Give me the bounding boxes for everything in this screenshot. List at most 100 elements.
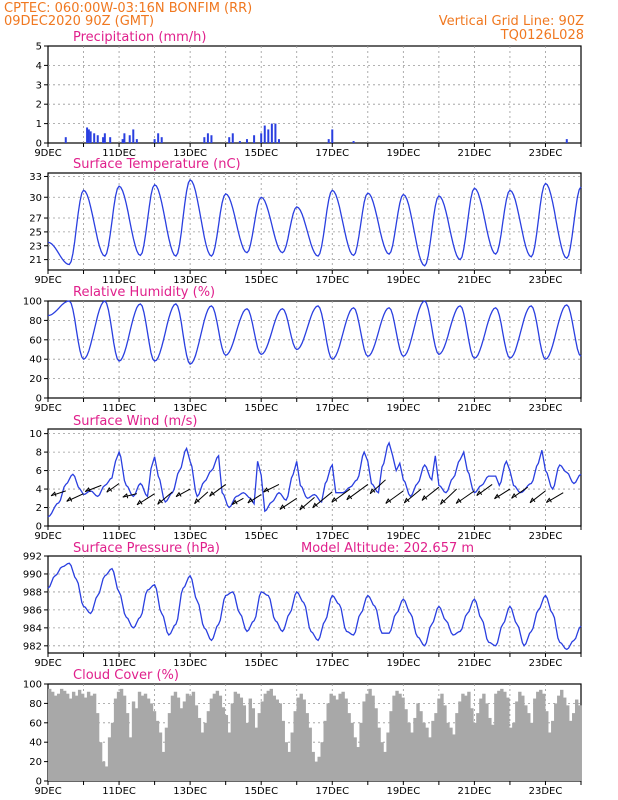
temp-frame — [47, 172, 582, 271]
wind-arrowhead — [455, 498, 462, 504]
cloud-bar — [440, 693, 444, 781]
precip-bar — [121, 139, 124, 143]
cloud-bar — [407, 722, 411, 781]
cloud-bar — [491, 724, 495, 781]
precip-bar — [160, 137, 163, 143]
cloud-bar — [251, 708, 256, 781]
precip-bar — [565, 139, 568, 143]
cloud-bar — [149, 703, 154, 781]
cloud-bar — [290, 732, 294, 781]
cloud-ytick-label: 20 — [29, 757, 42, 768]
temp-xtick-label: 19DEC — [386, 275, 420, 286]
cloud-bar — [455, 713, 459, 781]
cloud-bar — [227, 732, 232, 781]
cloud-bar — [56, 693, 61, 781]
wind-arrowhead — [106, 486, 113, 493]
cloud-bar — [146, 698, 151, 781]
cloud-bar — [497, 690, 501, 781]
cloud-bar — [326, 703, 330, 781]
humidity-ytick-label: 80 — [29, 316, 42, 327]
wind-ytick-label: 0 — [36, 522, 42, 533]
wind-arrow — [136, 493, 155, 506]
cloud-bar — [245, 722, 250, 781]
wind-arrow — [231, 497, 244, 506]
cloud-ytick-label: 60 — [29, 718, 42, 729]
precip-bar — [245, 139, 248, 143]
wind-arrow — [175, 488, 191, 498]
cloud-bar — [50, 691, 55, 781]
wind-arrow — [209, 484, 226, 497]
wind-ytick-label: 2 — [36, 503, 42, 514]
wind-xtick-label: 23DEC — [529, 531, 563, 542]
wind-arrowhead — [545, 497, 552, 503]
cloud-bar — [410, 732, 414, 781]
cloud-bar — [185, 693, 190, 781]
cloud-bar — [389, 711, 393, 781]
cloud-bar — [551, 720, 555, 781]
humidity-xtick-label: 11DEC — [102, 403, 136, 414]
cloud-bar — [269, 688, 273, 781]
cloud-bar — [560, 689, 564, 781]
cloud-bar — [224, 715, 229, 781]
header-code: TQ0126L028 — [500, 28, 584, 43]
cloud-bar — [248, 698, 253, 781]
precip-frame — [47, 45, 582, 144]
precip-xtick-label: 13DEC — [173, 148, 207, 159]
cloud-bar — [419, 711, 423, 781]
cloud-bar — [119, 688, 124, 781]
cloud-bar — [137, 691, 142, 781]
pressure-ytick-label: 988 — [23, 587, 42, 598]
precip-xtick-label: 15DEC — [244, 148, 278, 159]
precip-bar — [89, 131, 92, 143]
cloud-bar — [464, 695, 468, 781]
wind-arrow — [440, 488, 457, 505]
cloud-bar — [470, 708, 474, 781]
cloud-bar — [374, 708, 378, 781]
pressure-frame — [47, 555, 582, 654]
cloud-bar — [467, 691, 471, 781]
wind-ytick-label: 8 — [36, 448, 42, 459]
temp-ytick-label: 21 — [29, 255, 42, 266]
cloud-bar — [284, 742, 288, 781]
cloud-bar — [89, 695, 94, 781]
wind-arrow — [494, 488, 511, 500]
humidity-xtick-label: 15DEC — [244, 403, 278, 414]
cloud-bar — [272, 695, 276, 781]
cloud-bar — [197, 717, 202, 781]
cloud-bar — [416, 703, 420, 781]
header-date: 09DEC2020 90Z (GMT) — [4, 14, 154, 29]
cloud-ytick-label: 100 — [23, 680, 42, 691]
cloud-ytick-label: 80 — [29, 699, 42, 710]
cloud-bar — [320, 742, 324, 781]
cloud-bar — [500, 688, 504, 781]
cloud-bar — [329, 693, 333, 781]
wind-arrowhead — [421, 495, 428, 501]
wind-arrow — [385, 490, 404, 504]
precip-ytick-label: 4 — [36, 61, 42, 72]
precip-bar — [238, 141, 241, 143]
cloud-bar — [65, 693, 70, 781]
precip-bar — [128, 135, 131, 143]
cloud-xtick-label: 9DEC — [34, 786, 61, 797]
temp-xtick-label: 23DEC — [529, 275, 563, 286]
cloud-bar — [383, 751, 387, 781]
cloud-bar — [332, 695, 336, 781]
precip-bar — [87, 129, 90, 143]
precip-bar — [64, 137, 67, 143]
cloud-bar — [287, 751, 291, 781]
cloud-bar — [194, 705, 199, 781]
precip-xtick-label: 23DEC — [529, 148, 563, 159]
wind-frame — [47, 428, 582, 527]
temp-xtick-label: 13DEC — [173, 275, 207, 286]
humidity-xtick-label: 17DEC — [315, 403, 349, 414]
cloud-bar — [134, 708, 139, 781]
cloud-bar — [236, 693, 241, 781]
cloud-bar — [377, 727, 381, 781]
cloud-bar — [539, 689, 543, 781]
cloud-bar — [218, 695, 223, 781]
cloud-panel: 0 20 40 60 80 100 9DEC 11DEC 13DEC 15DEC 17DEC 19DE… — [23, 680, 582, 797]
wind-arrowhead — [279, 504, 286, 510]
cloud-bar — [182, 701, 187, 781]
cloud-bar — [209, 698, 214, 781]
cloud-bar — [428, 737, 432, 781]
